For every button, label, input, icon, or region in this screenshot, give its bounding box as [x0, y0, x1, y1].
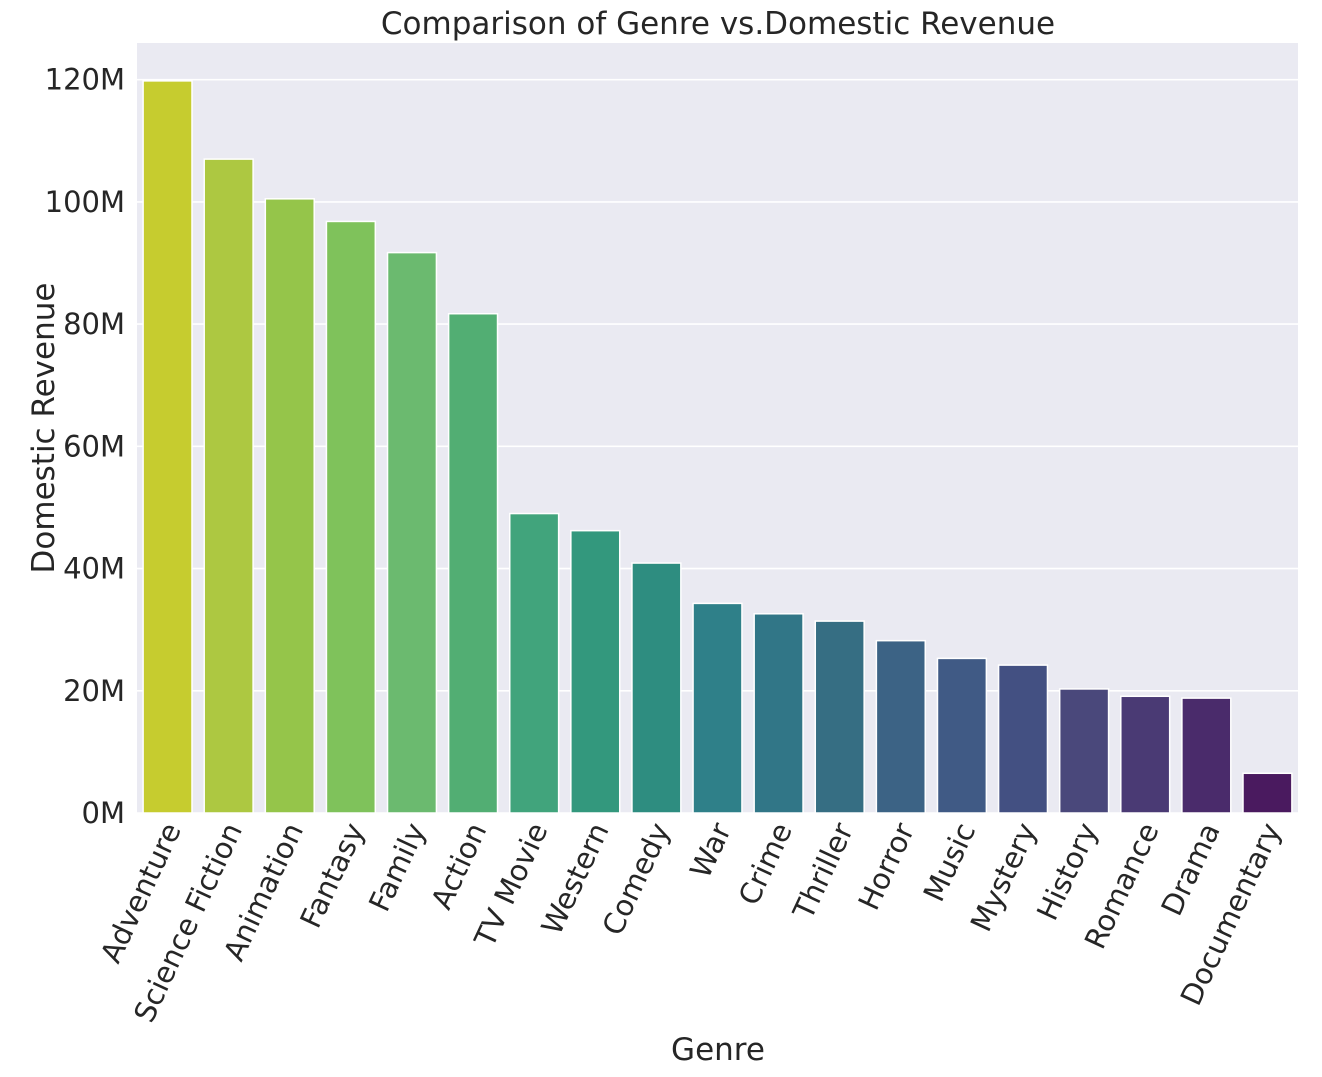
y-tick-label: 100M	[45, 185, 125, 219]
bar-fantasy	[325, 220, 377, 814]
y-tick-label: 20M	[63, 674, 125, 708]
bar-action	[447, 312, 499, 814]
x-tick-label: Family	[362, 818, 432, 917]
y-tick-label: 0M	[82, 796, 125, 830]
y-tick-label: 120M	[45, 63, 125, 97]
y-axis-ticks: 0M 20M 40M 60M 80M 100M 120M	[45, 63, 125, 830]
bar-war	[692, 602, 743, 814]
x-tick-label: Music	[917, 818, 983, 907]
bar-horror	[875, 639, 927, 814]
bar-drama	[1181, 697, 1232, 814]
y-tick-label: 60M	[63, 429, 125, 463]
bar-documentary	[1242, 772, 1293, 814]
bar-crime	[753, 613, 804, 814]
bar-adventure	[142, 80, 193, 814]
bar-music	[936, 657, 988, 814]
chart-title: Comparison of Genre vs.Domestic Revenue	[381, 6, 1055, 42]
bars	[142, 80, 1293, 814]
y-axis-title: Domestic Revenue	[26, 283, 62, 574]
x-tick-label: Horror	[851, 818, 921, 916]
x-axis-title: Genre	[671, 1032, 765, 1068]
bar-history	[1058, 688, 1110, 814]
bar-science-fiction	[203, 158, 254, 814]
bar-thriller	[814, 620, 865, 814]
bar-romance	[1120, 695, 1171, 814]
bar-family	[386, 251, 438, 814]
y-tick-label: 40M	[63, 552, 125, 586]
x-tick-label: Crime	[732, 818, 799, 911]
bar-mystery	[997, 664, 1049, 814]
bar-western	[570, 529, 621, 814]
x-tick-label: War	[683, 818, 738, 884]
y-tick-label: 80M	[63, 307, 125, 341]
bar-tv-movie	[508, 512, 560, 814]
x-tick-label: Action	[424, 818, 493, 915]
bar-comedy	[631, 562, 682, 814]
bar-animation	[264, 198, 315, 814]
